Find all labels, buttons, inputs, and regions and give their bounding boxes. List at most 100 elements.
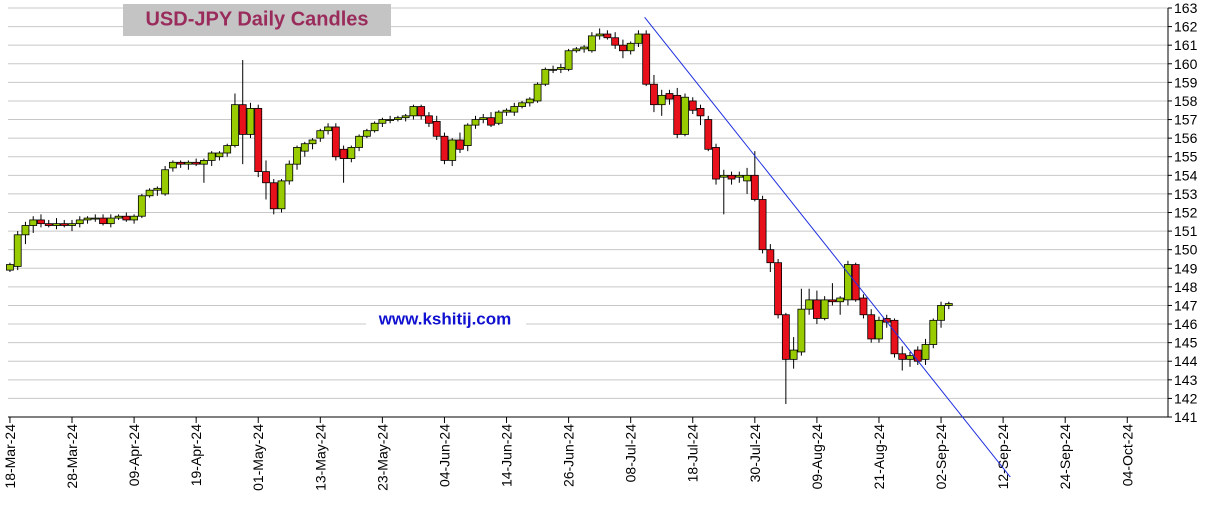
x-tick-label: 12-Sep-24 — [995, 424, 1011, 490]
y-tick-label: 150 — [1174, 242, 1198, 258]
candle-body — [378, 119, 387, 124]
y-tick-label: 146 — [1174, 316, 1198, 332]
candle-body — [611, 37, 620, 46]
candle-body — [145, 189, 154, 197]
candle-body — [331, 126, 340, 158]
x-tick-label: 30-Jul-24 — [747, 424, 763, 483]
candle-body — [440, 135, 449, 161]
candle-body — [52, 223, 61, 226]
candle-body — [339, 148, 348, 159]
candle-body — [308, 139, 317, 145]
y-tick-label: 149 — [1174, 260, 1198, 276]
candle-body — [106, 217, 115, 225]
candle-body — [448, 139, 457, 161]
candle-body — [758, 199, 767, 251]
y-tick-label: 158 — [1174, 93, 1198, 109]
candle-body — [137, 195, 146, 217]
candle-body — [921, 344, 930, 360]
candle-body — [595, 33, 604, 37]
y-tick-label: 143 — [1174, 372, 1198, 388]
y-tick-label: 163 — [1174, 0, 1198, 16]
trendline — [644, 16, 1011, 477]
candle-body — [828, 299, 837, 303]
candle-body — [580, 46, 589, 50]
candle-body — [44, 223, 53, 226]
y-tick-label: 152 — [1174, 205, 1198, 221]
candle-body — [114, 215, 123, 219]
candle-body — [836, 297, 845, 303]
candle-body — [246, 107, 255, 135]
candle-body — [463, 124, 472, 146]
candle-body — [417, 106, 426, 117]
x-tick-label: 24-Sep-24 — [1057, 424, 1073, 490]
candle-body — [797, 308, 806, 353]
x-tick-label: 09-Apr-24 — [126, 424, 142, 486]
candle-body — [867, 314, 876, 340]
candle-body — [21, 225, 30, 236]
candle-body — [223, 145, 232, 154]
y-tick-label: 151 — [1174, 223, 1198, 239]
y-tick-label: 148 — [1174, 279, 1198, 295]
candle-body — [68, 223, 76, 226]
y-tick-label: 156 — [1174, 130, 1198, 146]
x-tick-label: 23-May-24 — [374, 424, 390, 491]
candle-body — [774, 262, 783, 316]
candle-body — [626, 42, 635, 52]
annotation-box — [366, 306, 526, 334]
candle-body — [564, 50, 573, 70]
candle-body — [238, 104, 247, 135]
candle-body — [619, 44, 627, 52]
candle-body — [913, 349, 922, 362]
candle-body — [650, 83, 658, 106]
candle-body — [518, 102, 526, 107]
candle-body — [549, 68, 557, 71]
candle-body — [293, 147, 301, 165]
candle-body — [215, 152, 224, 158]
y-tick-label: 157 — [1174, 112, 1198, 128]
candle-body — [122, 215, 131, 221]
candle-body — [471, 119, 480, 126]
candle-body — [75, 219, 84, 225]
candle-body — [510, 106, 519, 113]
candle-body — [875, 319, 883, 340]
candle-body — [688, 100, 697, 111]
x-tick-label: 26-Jun-24 — [561, 424, 577, 487]
candle-body — [665, 93, 674, 100]
y-tick-label: 154 — [1174, 167, 1198, 183]
candle-body — [789, 349, 798, 360]
candle-body — [99, 217, 107, 225]
candle-body — [781, 314, 790, 360]
candle-body — [37, 219, 45, 225]
y-tick-label: 160 — [1174, 56, 1198, 72]
candle-body — [347, 147, 356, 159]
candle-body — [681, 96, 689, 135]
candle-body — [386, 119, 395, 121]
candle-body — [556, 67, 565, 70]
candle-body — [269, 182, 278, 210]
candle-body — [130, 215, 138, 221]
candle-body — [401, 115, 410, 119]
candle-body — [91, 217, 100, 220]
candle-body — [502, 109, 511, 113]
y-tick-label: 162 — [1174, 19, 1198, 35]
x-tick-label: 21-Aug-24 — [871, 424, 887, 490]
title-box — [123, 4, 391, 36]
candle-body — [750, 174, 759, 200]
candle-body — [60, 223, 69, 226]
candle-body — [184, 161, 193, 165]
candle-body — [13, 234, 22, 267]
x-tick-label: 08-Jul-24 — [623, 424, 639, 483]
candle-body — [696, 107, 705, 117]
candle-body — [479, 117, 488, 120]
candle-body — [370, 122, 379, 132]
y-tick-label: 144 — [1174, 353, 1198, 369]
candle-body — [937, 305, 945, 321]
candle-body — [603, 33, 612, 39]
chart-title: USD-JPY Daily Candles — [145, 8, 368, 30]
candle-body — [743, 174, 751, 182]
candle-body — [425, 115, 433, 124]
y-tick-label: 145 — [1174, 335, 1198, 351]
y-tick-label: 155 — [1174, 149, 1198, 165]
candle-body — [906, 355, 914, 360]
